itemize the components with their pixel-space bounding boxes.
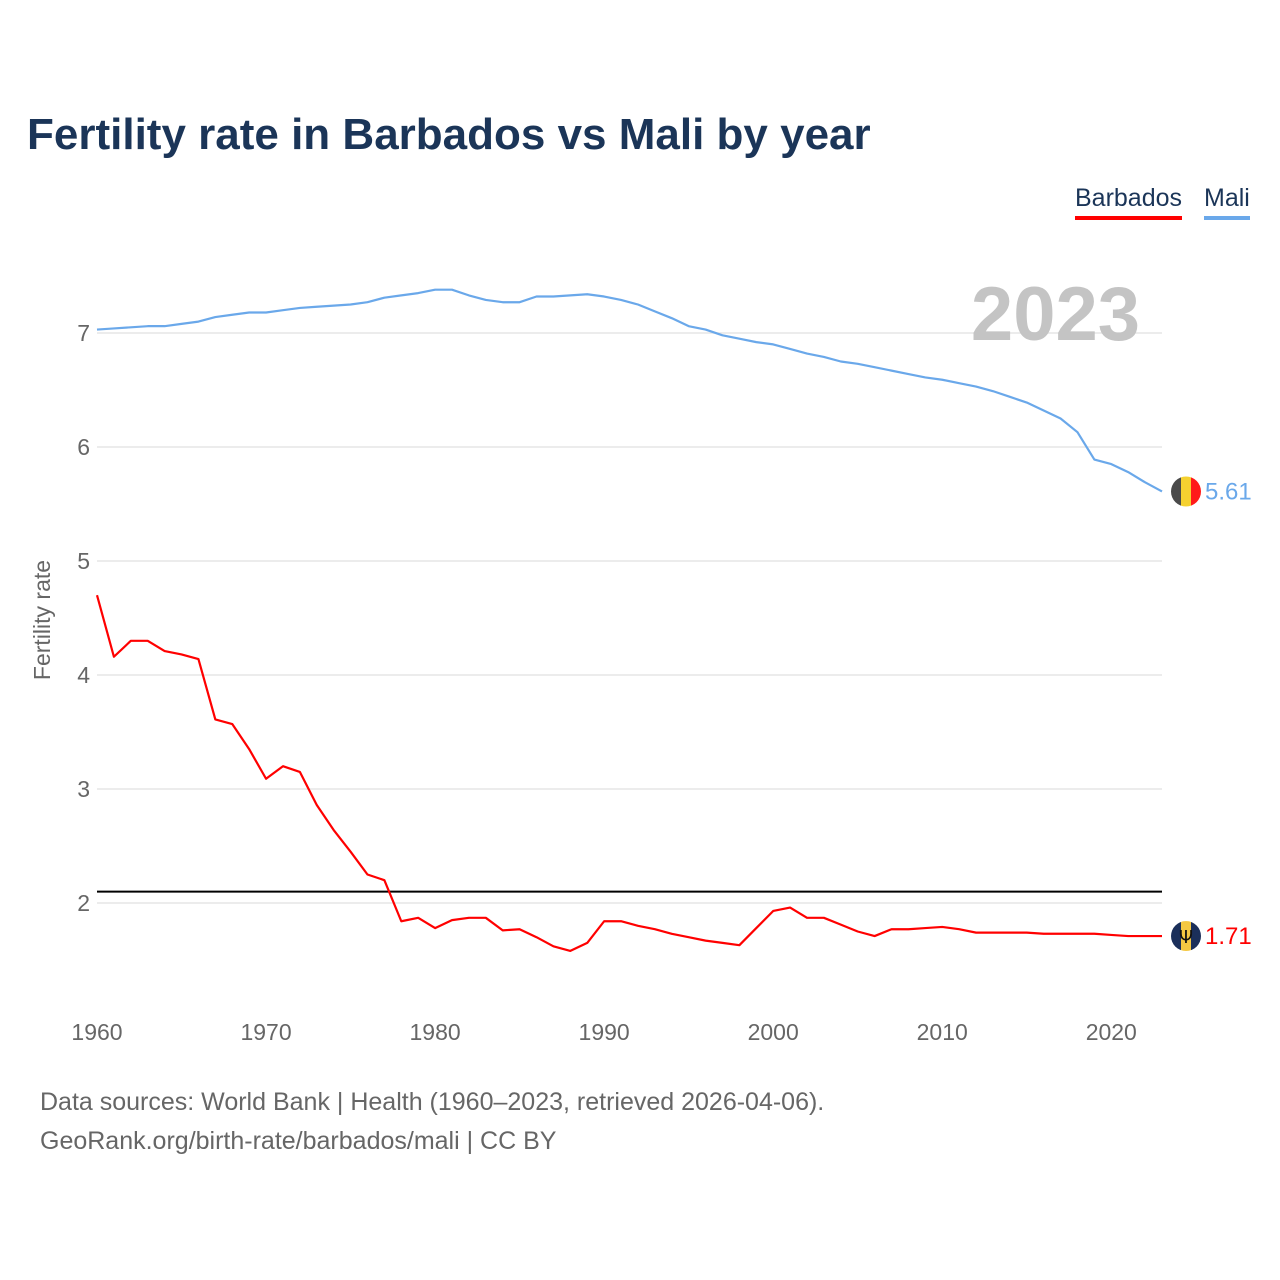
end-value-label-barbados: 1.71 (1205, 923, 1252, 950)
flag-stripe (1191, 476, 1201, 507)
source-line: Data sources: World Bank | Health (1960–… (40, 1088, 825, 1116)
x-tick-label: 2000 (748, 1019, 799, 1045)
y-axis-label: Fertility rate (29, 560, 55, 680)
source-url[interactable]: GeoRank.org/birth-rate/barbados/mali | C… (40, 1127, 557, 1155)
legend-mali[interactable]: Mali (1204, 184, 1250, 220)
y-tick-label: 7 (77, 320, 90, 346)
x-tick-label: 1960 (71, 1019, 122, 1045)
y-tick-label: 5 (77, 548, 90, 574)
flag-stripe (1181, 921, 1191, 952)
y-tick-label: 2 (77, 890, 90, 916)
flag-stripe (1171, 476, 1181, 507)
x-tick-label: 1980 (410, 1019, 461, 1045)
chart-title: Fertility rate in Barbados vs Mali by ye… (27, 110, 871, 159)
x-tick-label: 2010 (917, 1019, 968, 1045)
x-tick-label: 2020 (1086, 1019, 1137, 1045)
x-tick-label: 1990 (579, 1019, 630, 1045)
series-line-barbados (95, 594, 1162, 952)
flag-stripe (1191, 921, 1201, 952)
y-tick-label: 4 (77, 662, 90, 688)
y-tick-label: 3 (77, 776, 90, 802)
flag-stripe (1171, 921, 1181, 952)
year-label: 2023 (971, 272, 1140, 357)
flag-stripe (1181, 476, 1191, 507)
flag-barbados-icon: Ψ (1171, 921, 1201, 952)
end-value-label-mali: 5.61 (1205, 478, 1252, 505)
x-tick-label: 1970 (240, 1019, 291, 1045)
trident-icon: Ψ (1179, 927, 1193, 948)
series-line-mali (96, 288, 1163, 493)
y-tick-label: 6 (77, 434, 90, 460)
legend-barbados[interactable]: Barbados (1075, 184, 1183, 220)
flag-mali-icon (1171, 476, 1201, 507)
